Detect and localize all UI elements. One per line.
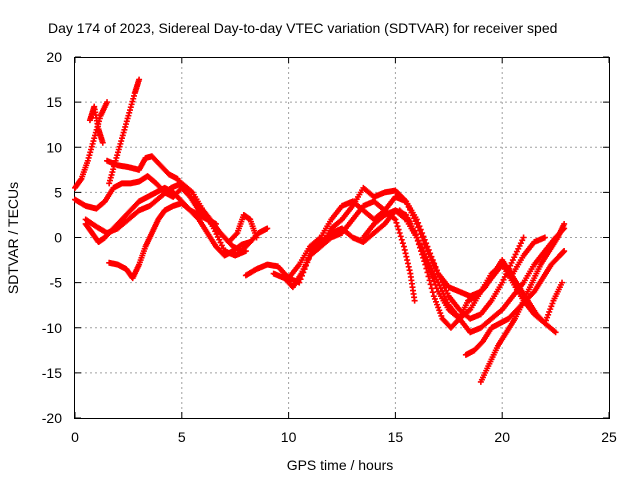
series-track-2 bbox=[86, 103, 106, 146]
series-track-8 bbox=[82, 180, 249, 259]
plot-border bbox=[74, 57, 610, 419]
plus-markers bbox=[285, 193, 527, 322]
plus-markers bbox=[106, 76, 143, 187]
x-tick-label: 10 bbox=[281, 429, 297, 445]
plus-markers bbox=[477, 220, 568, 385]
y-tick-label: -20 bbox=[42, 410, 62, 426]
y-tick-label: -15 bbox=[42, 365, 62, 381]
x-axis-ticks: 0 5 10 15 20 25 bbox=[71, 57, 617, 445]
y-tick-label: 15 bbox=[46, 94, 62, 110]
data-series bbox=[72, 76, 568, 385]
x-tick-label: 20 bbox=[494, 429, 510, 445]
plus-markers bbox=[86, 103, 106, 146]
series-track-7 bbox=[106, 200, 219, 282]
x-tick-label: 15 bbox=[388, 429, 404, 445]
series-track-16 bbox=[477, 220, 568, 385]
x-axis-label: GPS time / hours bbox=[287, 457, 394, 473]
series-track-11 bbox=[285, 193, 527, 322]
x-tick-label: 25 bbox=[601, 429, 617, 445]
plus-markers bbox=[82, 180, 249, 259]
x-tick-label: 0 bbox=[71, 429, 79, 445]
y-tick-label: -5 bbox=[50, 275, 63, 291]
y-axis-label: SDTVAR / TECUs bbox=[5, 182, 21, 294]
x-tick-label: 5 bbox=[178, 429, 186, 445]
y-tick-label: 0 bbox=[54, 230, 62, 246]
y-tick-label: -10 bbox=[42, 320, 62, 336]
y-tick-label: 20 bbox=[46, 49, 62, 65]
chart-title: Day 174 of 2023, Sidereal Day-to-day VTE… bbox=[48, 20, 557, 36]
grid-lines bbox=[75, 57, 609, 418]
plus-markers bbox=[106, 200, 219, 282]
y-tick-label: 10 bbox=[46, 139, 62, 155]
y-tick-label: 5 bbox=[54, 184, 62, 200]
series-track-3 bbox=[106, 76, 143, 187]
y-axis-ticks: -20 -15 -10 -5 0 5 10 15 20 bbox=[42, 49, 609, 426]
